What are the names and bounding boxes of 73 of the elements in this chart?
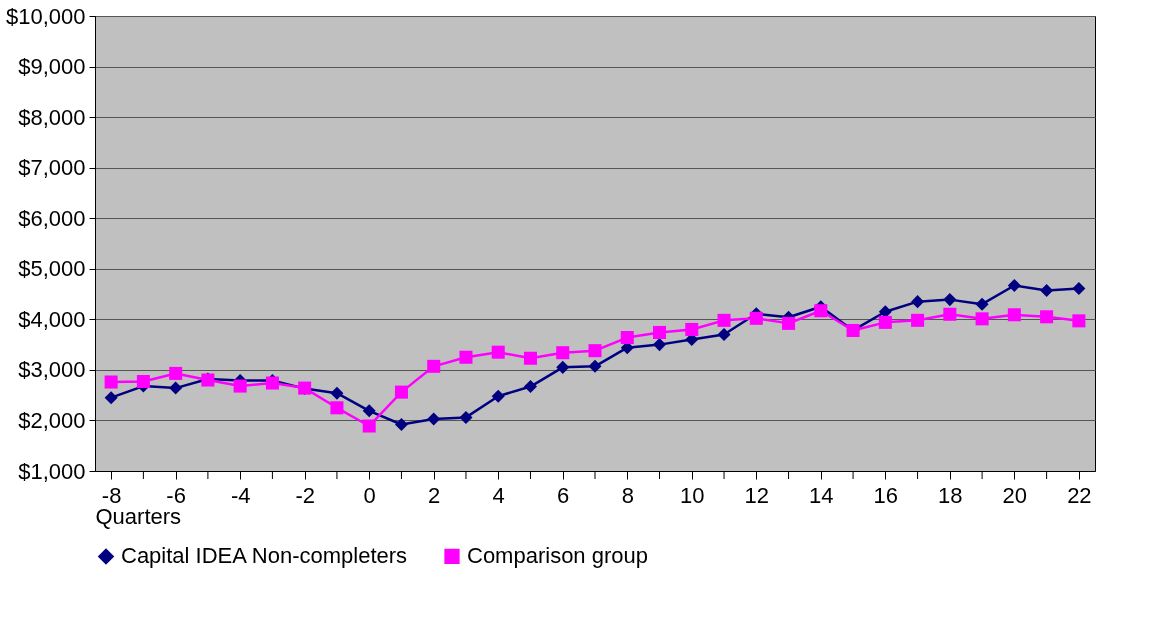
point bbox=[782, 316, 796, 330]
point bbox=[717, 313, 731, 327]
point bbox=[556, 346, 570, 360]
point bbox=[136, 375, 150, 389]
x-tick-label: 18 bbox=[938, 482, 963, 508]
x-tick-label: 22 bbox=[1067, 482, 1092, 508]
point bbox=[330, 386, 344, 400]
point bbox=[459, 350, 473, 364]
y-tick-label: $1,000 bbox=[18, 458, 86, 484]
legend-label: Comparison group bbox=[467, 543, 648, 569]
point bbox=[814, 304, 828, 318]
x-tick-label: 6 bbox=[557, 482, 570, 508]
y-tick-label: $6,000 bbox=[18, 205, 86, 231]
point bbox=[491, 345, 505, 359]
point bbox=[975, 312, 989, 326]
point bbox=[620, 331, 634, 345]
point bbox=[1040, 284, 1054, 298]
point bbox=[394, 385, 408, 399]
y-tick-label: $9,000 bbox=[18, 54, 86, 80]
point bbox=[523, 380, 537, 394]
point bbox=[362, 404, 376, 418]
point bbox=[169, 381, 183, 395]
point bbox=[362, 419, 376, 433]
point bbox=[1007, 308, 1021, 322]
point bbox=[330, 401, 344, 415]
point bbox=[717, 327, 731, 342]
point bbox=[685, 333, 699, 347]
x-tick-label: 8 bbox=[621, 482, 634, 508]
point bbox=[1072, 281, 1086, 296]
point bbox=[878, 315, 892, 329]
point bbox=[943, 293, 957, 307]
x-tick-label: -2 bbox=[295, 482, 315, 508]
point bbox=[1072, 314, 1086, 328]
point bbox=[491, 389, 505, 403]
point bbox=[911, 295, 925, 309]
y-tick-label: $8,000 bbox=[18, 104, 86, 130]
point bbox=[459, 410, 473, 424]
x-tick-label: 4 bbox=[492, 482, 505, 508]
point bbox=[427, 412, 441, 426]
x-tick-label: 2 bbox=[428, 482, 441, 508]
point bbox=[943, 307, 957, 321]
point bbox=[588, 344, 602, 358]
point bbox=[104, 375, 118, 389]
y-tick-label: $10,000 bbox=[5, 3, 86, 29]
y-tick-label: $3,000 bbox=[18, 357, 86, 383]
x-tick-label: 14 bbox=[809, 482, 834, 508]
point bbox=[749, 311, 763, 325]
y-tick-label: $5,000 bbox=[18, 256, 86, 282]
legend-label: Capital IDEA Non-completers bbox=[121, 543, 408, 569]
point bbox=[104, 391, 118, 405]
point bbox=[588, 359, 602, 373]
point bbox=[556, 360, 570, 374]
point bbox=[523, 351, 537, 365]
point bbox=[1040, 310, 1054, 324]
x-tick-label: 0 bbox=[363, 482, 376, 508]
point bbox=[911, 313, 925, 327]
point bbox=[169, 366, 183, 380]
point bbox=[975, 297, 989, 311]
point bbox=[233, 379, 247, 393]
x-tick-label: 10 bbox=[680, 482, 705, 508]
y-tick-label: $2,000 bbox=[18, 407, 86, 433]
x-tick-label: 20 bbox=[1002, 482, 1028, 508]
point bbox=[1007, 278, 1021, 292]
x-tick-label: 16 bbox=[873, 482, 899, 508]
point bbox=[685, 322, 699, 336]
point bbox=[394, 417, 408, 432]
point bbox=[427, 359, 441, 373]
x-tick-label: 12 bbox=[744, 482, 770, 508]
point bbox=[653, 338, 667, 352]
point bbox=[653, 325, 667, 339]
y-tick-label: $7,000 bbox=[18, 155, 86, 181]
y-tick-label: $4,000 bbox=[18, 306, 86, 332]
x-tick-label: -4 bbox=[230, 482, 251, 508]
